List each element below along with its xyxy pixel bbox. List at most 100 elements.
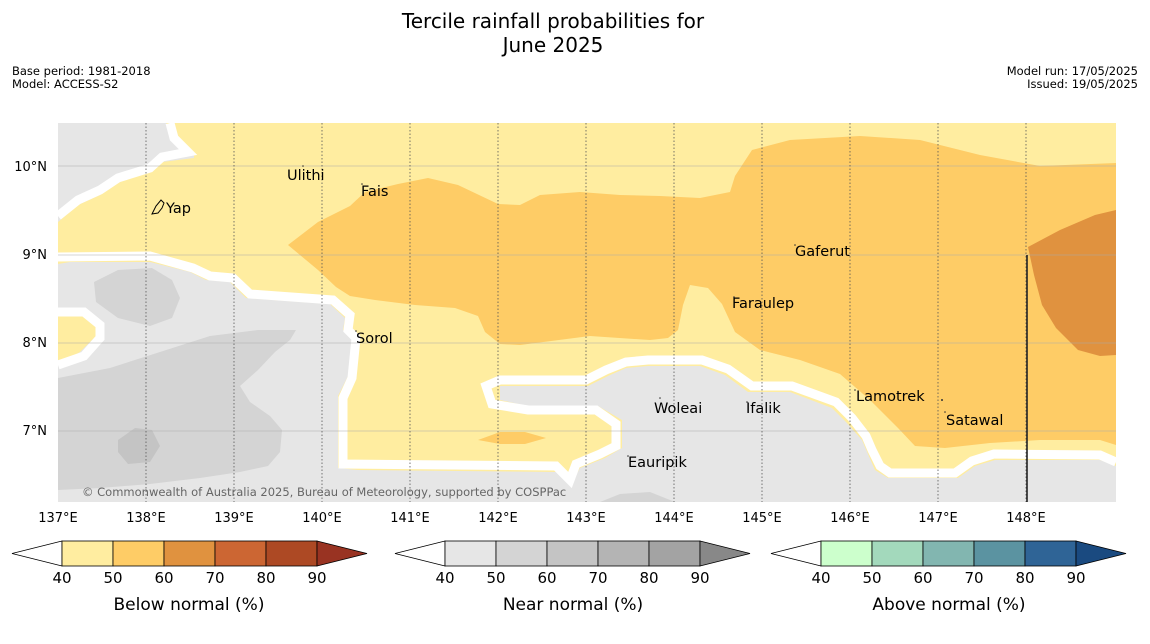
colorbar-tick-label: 50 (862, 569, 881, 587)
colorbar-min-triangle (394, 540, 446, 567)
lon-label-137e: 137°E (38, 511, 78, 526)
yap-island-shape (151, 199, 165, 215)
colorbar-segment (546, 540, 599, 567)
lat-label-10n: 10°N (14, 160, 47, 175)
colorbar-min-triangle (770, 540, 822, 567)
legend-near-label: Near normal (%) (503, 595, 643, 615)
colorbar-segment (871, 540, 924, 567)
near-normal-southwest-region (58, 262, 1116, 502)
lon-label-141e: 141°E (390, 511, 430, 526)
lon-label-143e: 143°E (566, 511, 606, 526)
colorbar-tick-label: 80 (639, 569, 658, 587)
colorbar-segment (61, 540, 114, 567)
place-ifalik: Ifalik (746, 401, 781, 417)
colorbar-tick-label: 60 (154, 569, 173, 587)
lat-label-7n: 7°N (23, 424, 48, 439)
map-area (58, 123, 1116, 502)
place-sorol: Sorol (356, 331, 393, 347)
white-gap-north (58, 123, 198, 220)
lon-label-145e: 145°E (742, 511, 782, 526)
lon-label-140e: 140°E (302, 511, 342, 526)
colorbar-tick-label: 60 (913, 569, 932, 587)
lat-label-8n: 8°N (23, 336, 48, 351)
near-normal-50-patch-1 (94, 268, 180, 326)
lat-label-9n: 9°N (23, 248, 48, 263)
colorbar-min-triangle (11, 540, 63, 567)
colorbar-segment (820, 540, 873, 567)
place-yap: Yap (165, 201, 191, 217)
place-faraulep: Faraulep (732, 296, 794, 312)
colorbar-segment (112, 540, 165, 567)
colorbar-tick-label: 70 (964, 569, 983, 587)
colorbar-segment (214, 540, 267, 567)
white-gap-south (58, 251, 1116, 489)
colorbar-segment (444, 540, 497, 567)
lon-label-147e: 147°E (918, 511, 958, 526)
colorbar-tick-label: 80 (1015, 569, 1034, 587)
lon-gridlines (145, 123, 1027, 502)
colorbar-tick-label: 80 (256, 569, 275, 587)
colorbar-tick-label: 50 (486, 569, 505, 587)
colorbar-tick-label: 70 (205, 569, 224, 587)
colorbar-segment (973, 540, 1026, 567)
colorbar-segment (163, 540, 216, 567)
below-60-east-region (1028, 210, 1116, 356)
colorbar-tick-label: 90 (1066, 569, 1085, 587)
colorbar-tick-label: 40 (435, 569, 454, 587)
lon-label-146e: 146°E (830, 511, 870, 526)
legend-below-label: Below normal (%) (114, 595, 265, 615)
colorbar-segment (648, 540, 701, 567)
colorbar-near-normal: 40 50 60 70 80 90 (394, 540, 751, 587)
lat-labels: 10°N 9°N 8°N 7°N (14, 160, 47, 439)
below-50-main-region (288, 136, 1116, 448)
colorbar-above-normal: 40 50 60 70 80 90 (770, 540, 1127, 587)
place-lamotrek: Lamotrek (856, 389, 925, 405)
place-labels: Ulithi Fais Yap Gaferut Faraulep Sorol L… (165, 168, 1003, 471)
island-dots (302, 165, 946, 457)
colorbar-tick-label: 50 (103, 569, 122, 587)
colorbar-segment (922, 540, 975, 567)
colorbar-max-triangle (316, 540, 368, 567)
legend-above-label: Above normal (%) (872, 595, 1025, 615)
lon-label-138e: 138°E (126, 511, 166, 526)
below-40-west-strip (58, 318, 92, 352)
model-name: Model: ACCESS-S2 (12, 77, 119, 91)
colorbar-tick-label: 90 (307, 569, 326, 587)
title-line-2: June 2025 (502, 33, 604, 57)
lon-label-144e: 144°E (654, 511, 694, 526)
lon-label-139e: 139°E (214, 511, 254, 526)
white-gap-west-strip (58, 307, 105, 370)
colorbar-tick-label: 40 (811, 569, 830, 587)
issued-date: Issued: 19/05/2025 (1027, 77, 1138, 91)
near-normal-50-patch-2 (58, 330, 296, 490)
place-gaferut: Gaferut (795, 244, 850, 260)
colorbar-segment (265, 540, 318, 567)
colorbar-tick-label: 70 (588, 569, 607, 587)
colorbar-max-triangle (1075, 540, 1127, 567)
place-fais: Fais (361, 184, 388, 200)
place-ulithi: Ulithi (287, 168, 325, 184)
map-title: Tercile rainfall probabilities for June … (0, 9, 1106, 57)
near-normal-50-patch-4 (600, 492, 675, 502)
colorbar-max-triangle (699, 540, 751, 567)
colorbar-tick-label: 90 (690, 569, 709, 587)
colorbar-segment (1024, 540, 1077, 567)
meta-left: Base period: 1981-2018 Model: ACCESS-S2 (12, 65, 151, 91)
lon-label-148e: 148°E (1006, 511, 1046, 526)
colorbar-segment (597, 540, 650, 567)
colorbar-tick-label: 60 (537, 569, 556, 587)
model-run: Model run: 17/05/2025 (1006, 64, 1138, 78)
colorbar-below-normal: 40 50 60 70 80 90 (11, 540, 368, 587)
lon-labels: 137°E 138°E 139°E 140°E 141°E 142°E 143°… (38, 511, 1046, 526)
near-normal-50-patch-3 (118, 428, 160, 464)
colorbar-tick-label: 40 (52, 569, 71, 587)
title-line-1: Tercile rainfall probabilities for (401, 9, 705, 33)
copyright-notice: © Commonwealth of Australia 2025, Bureau… (82, 485, 566, 499)
colorbar-segment (495, 540, 548, 567)
lon-label-142e: 142°E (478, 511, 518, 526)
place-satawal: Satawal (946, 413, 1003, 429)
place-woleai: Woleai (654, 401, 702, 417)
meta-right: Model run: 17/05/2025 Issued: 19/05/2025 (1007, 65, 1138, 91)
below-50-small-patch (478, 432, 546, 444)
